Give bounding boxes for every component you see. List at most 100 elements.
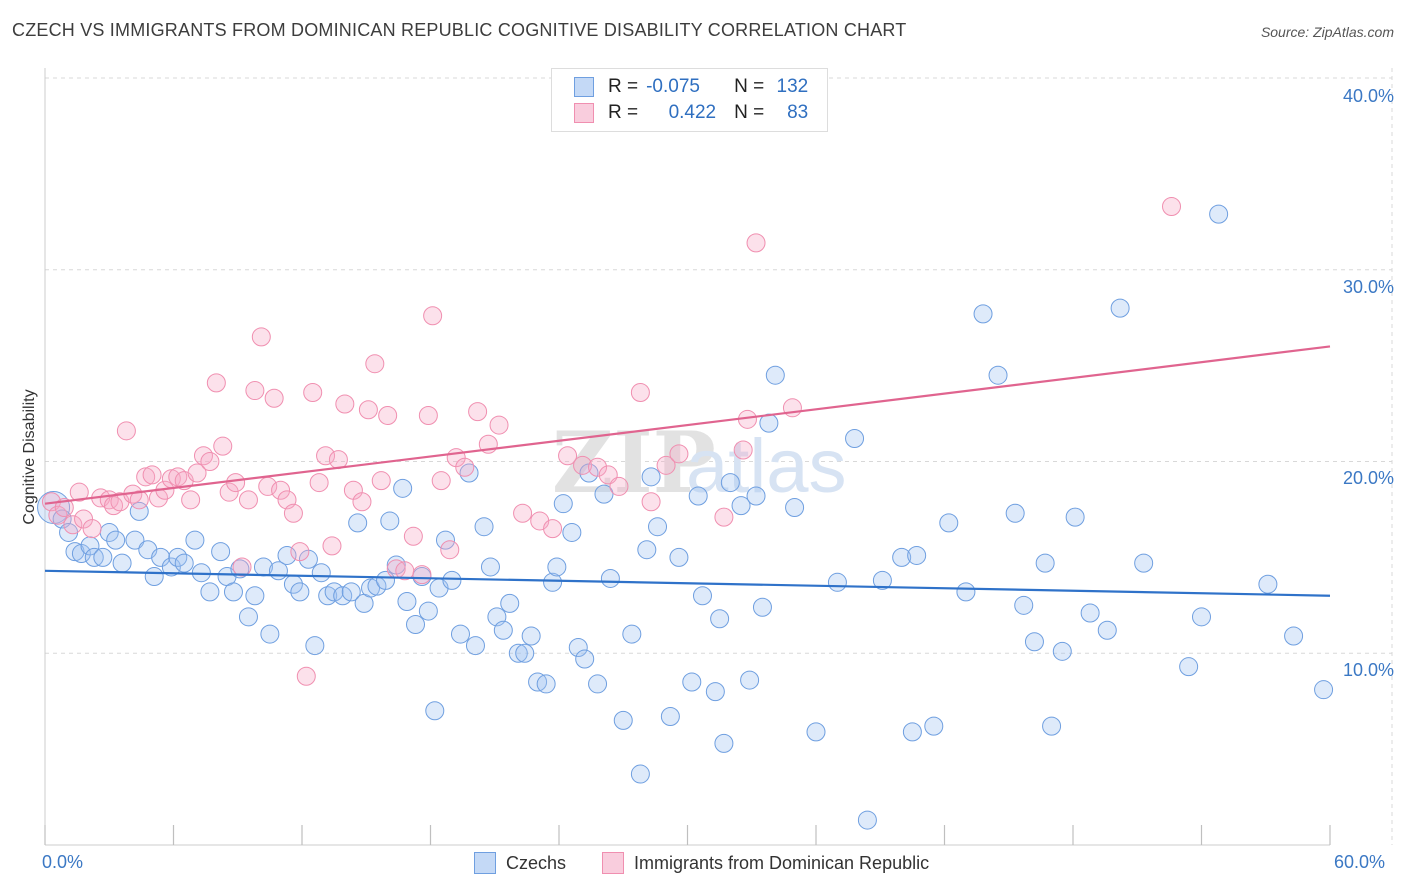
czechs-point — [705, 682, 725, 702]
czechs-point — [493, 620, 513, 640]
pink-swatch-icon — [602, 852, 624, 874]
czechs-point — [245, 586, 265, 606]
dominican-point — [714, 507, 734, 527]
czechs-point — [536, 674, 556, 694]
r-value: 0.422 — [668, 102, 717, 123]
czechs-point — [290, 582, 310, 602]
czechs-point — [474, 517, 494, 537]
czechs-point — [553, 494, 573, 514]
dominican-point — [200, 452, 220, 471]
czechs-point — [442, 570, 462, 590]
r-value: -0.075 — [646, 76, 700, 97]
dominican-point — [82, 519, 102, 539]
y-tick-label: 30.0% — [1342, 277, 1394, 297]
y-tick-label: 40.0% — [1342, 86, 1394, 106]
dominican-point — [129, 490, 149, 510]
dominican-point — [455, 457, 475, 477]
czechs-point — [613, 710, 633, 730]
czechs-point — [174, 553, 194, 573]
trend-lines — [44, 345, 1331, 597]
watermark-atlas: atlas — [686, 424, 847, 509]
dominican-trend-line — [44, 345, 1331, 505]
czechs-point — [65, 542, 85, 562]
czechs-point — [669, 547, 689, 567]
czechs-point — [630, 764, 650, 784]
czechs-point — [731, 496, 751, 516]
czechs-point — [1192, 607, 1211, 627]
legend-item-dominican[interactable]: Immigrants from Dominican Republic — [602, 852, 929, 874]
czechs-point — [857, 810, 877, 830]
dominican-point — [54, 498, 74, 518]
dominican-point — [733, 440, 753, 460]
czechs-point — [720, 473, 740, 493]
dominican-point — [468, 402, 488, 422]
dominican-point — [543, 519, 563, 539]
dominican-point — [328, 450, 348, 470]
czechs-point — [710, 609, 730, 629]
czechs-point — [185, 530, 205, 550]
dominican-point — [431, 471, 451, 491]
czechs-point — [277, 545, 297, 565]
dominican-point — [403, 526, 423, 546]
dominican-point — [226, 473, 246, 493]
czechs-point — [1097, 620, 1117, 640]
dominican-point — [238, 490, 258, 510]
czechs-point — [125, 530, 145, 550]
dominican-point — [251, 327, 271, 347]
czechs-point — [1065, 507, 1085, 527]
czechs-point — [311, 563, 331, 583]
dominican-point — [271, 480, 291, 500]
series-czechs — [37, 204, 1334, 830]
czechs-point — [752, 597, 772, 617]
dominican-point — [187, 463, 207, 483]
czechs-point — [93, 547, 113, 567]
czechs-point — [500, 593, 520, 613]
r-label: R = — [608, 102, 639, 123]
blue-swatch-icon — [474, 852, 496, 874]
czechs-point — [260, 624, 280, 644]
czechs-point — [872, 570, 892, 590]
czechs-point — [129, 501, 149, 521]
dominican-point — [264, 388, 284, 408]
dominican-point — [296, 666, 316, 686]
czechs-point — [714, 733, 734, 753]
dominican-point — [573, 455, 593, 475]
czechs-point — [1314, 680, 1334, 700]
czechs-point — [200, 582, 220, 602]
czechs-point — [568, 637, 588, 657]
czechs-point — [1209, 204, 1229, 224]
czechs-point — [1042, 716, 1062, 736]
n-value: 83 — [787, 102, 809, 123]
czechs-point — [238, 607, 258, 627]
dominican-point — [782, 398, 802, 418]
czechs-point — [425, 701, 445, 721]
czechs-point — [106, 530, 126, 550]
czechs-point — [348, 513, 368, 533]
czechs-point — [660, 707, 680, 727]
czechs-point — [648, 517, 668, 537]
dominican-point — [378, 405, 398, 425]
czechs-point — [924, 716, 944, 736]
dominican-point — [142, 465, 162, 485]
x-tick-label: 0.0% — [42, 852, 84, 872]
czechs-point — [939, 513, 959, 533]
dominican-point — [558, 446, 578, 466]
dominican-point — [1162, 196, 1182, 216]
legend-item-czechs[interactable]: Czechs — [474, 852, 566, 874]
dominican-point — [316, 446, 336, 466]
czechs-point — [765, 365, 785, 385]
czechs-point — [785, 498, 805, 518]
czechs-point — [480, 557, 500, 577]
dominican-point — [322, 536, 342, 556]
blue-swatch-icon — [574, 77, 594, 97]
czechs-point — [902, 722, 922, 742]
czechs-point — [973, 304, 993, 324]
stats-row-dominican: R = 0.422 N = 83 — [574, 101, 808, 125]
czechs-point — [562, 522, 582, 542]
dominican-point — [588, 457, 608, 477]
czechs-point — [1024, 632, 1044, 652]
n-label: N = — [734, 102, 765, 123]
czechs-point — [1110, 298, 1130, 318]
czechs-point — [543, 572, 563, 592]
